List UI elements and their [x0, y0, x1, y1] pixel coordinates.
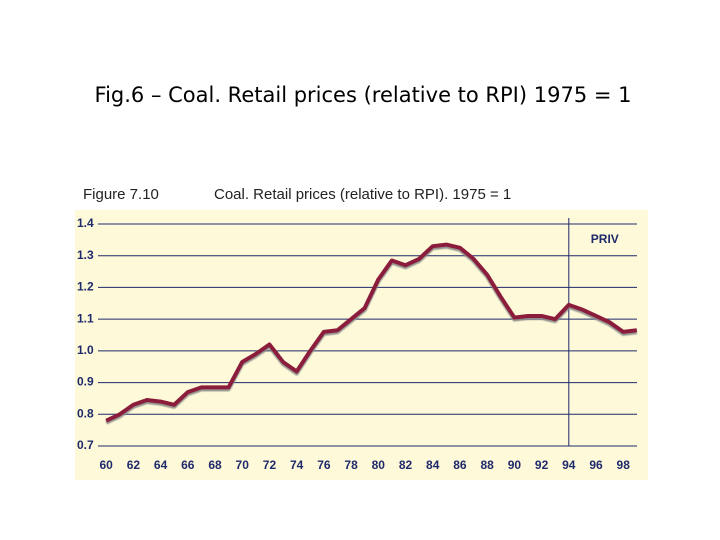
- y-tick-label: 0.8: [77, 406, 94, 420]
- x-tick-label: 92: [535, 458, 549, 472]
- y-tick-label: 1.1: [77, 311, 94, 325]
- x-tick-label: 60: [99, 458, 113, 472]
- x-tick-label: 88: [480, 458, 494, 472]
- x-tick-label: 86: [453, 458, 467, 472]
- x-tick-label: 76: [317, 458, 331, 472]
- figure-label: Figure 7.10: [83, 186, 159, 203]
- x-tick-label: 64: [154, 458, 168, 472]
- x-tick-label: 68: [208, 458, 222, 472]
- x-tick-label: 66: [181, 458, 195, 472]
- x-tick-label: 78: [344, 458, 358, 472]
- chart-header: [75, 180, 648, 210]
- x-tick-label: 74: [290, 458, 304, 472]
- x-tick-label: 70: [236, 458, 250, 472]
- x-tick-label: 62: [127, 458, 141, 472]
- y-tick-label: 1.4: [77, 216, 94, 230]
- y-tick-label: 1.3: [77, 248, 94, 262]
- annotation-text: PRIV: [591, 232, 619, 246]
- chart-title: Coal. Retail prices (relative to RPI). 1…: [214, 186, 511, 203]
- x-tick-label: 98: [617, 458, 631, 472]
- x-tick-label: 80: [372, 458, 386, 472]
- chart-panel: [75, 180, 648, 480]
- y-tick-label: 0.9: [77, 375, 94, 389]
- y-tick-label: 0.7: [77, 438, 94, 452]
- x-tick-label: 90: [508, 458, 522, 472]
- data-line: [105, 242, 638, 423]
- x-tick-label: 82: [399, 458, 413, 472]
- x-tick-label: 94: [562, 458, 576, 472]
- y-tick-label: 1.2: [77, 280, 94, 294]
- x-tick-label: 72: [263, 458, 277, 472]
- x-tick-label: 96: [589, 458, 603, 472]
- slide-title: Fig.6 – Coal. Retail prices (relative to…: [95, 83, 632, 107]
- x-tick-label: 84: [426, 458, 440, 472]
- y-tick-label: 1.0: [77, 343, 94, 357]
